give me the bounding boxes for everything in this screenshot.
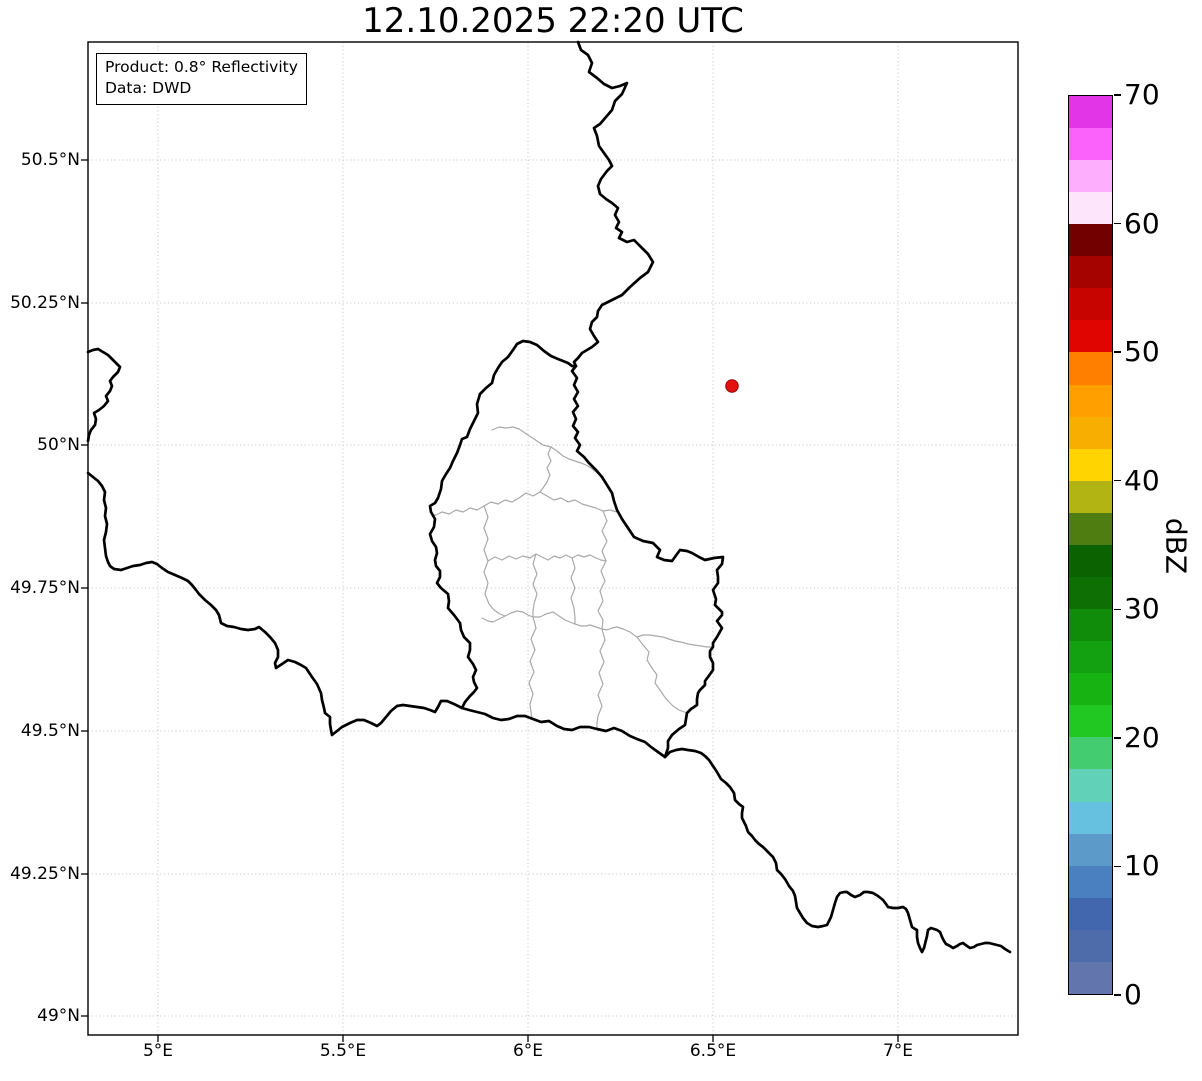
- colorbar-segment: [1069, 769, 1112, 802]
- colorbar-segment: [1069, 961, 1112, 994]
- colorbar-segment: [1069, 929, 1112, 962]
- colorbar-tick-label: 40: [1124, 463, 1160, 497]
- colorbar-segment: [1069, 384, 1112, 417]
- x-tick-label: 7°E: [882, 1041, 914, 1061]
- colorbar-segment: [1069, 512, 1112, 545]
- colorbar: [1068, 95, 1113, 995]
- colorbar-tick-label: 0: [1124, 978, 1142, 1011]
- colorbar-axis-label: dBZ: [1159, 517, 1193, 575]
- y-tick-label: 49.75°N: [10, 578, 80, 598]
- x-tick-label: 6°E: [512, 1041, 544, 1061]
- x-tick-label: 6.5°E: [689, 1041, 737, 1061]
- colorbar-segment: [1069, 737, 1112, 770]
- colorbar-tick: [1114, 222, 1121, 225]
- colorbar-segment: [1069, 897, 1112, 930]
- canton-border: [481, 610, 714, 648]
- plot-title: 12.10.2025 22:20 UTC: [362, 1, 744, 41]
- colorbar-tick: [1114, 94, 1121, 96]
- colorbar-segment: [1069, 865, 1112, 898]
- colorbar-segment: [1069, 833, 1112, 866]
- border-givet-salient: [86, 347, 122, 443]
- canton-border: [539, 491, 618, 513]
- canton-border: [532, 553, 538, 618]
- canton-border: [528, 616, 537, 720]
- canton-border: [636, 636, 688, 714]
- y-tick-label: 49°N: [37, 1006, 80, 1026]
- border-france-belgium: [86, 471, 464, 737]
- colorbar-tick-label: 50: [1124, 335, 1160, 369]
- colorbar-segment: [1069, 192, 1112, 225]
- border-belgium-germany: [572, 40, 655, 368]
- colorbar-segment: [1069, 95, 1112, 128]
- colorbar-tick-label: 20: [1124, 720, 1160, 754]
- colorbar-tick: [1114, 608, 1121, 610]
- border-luxembourg-outline: [428, 339, 725, 759]
- colorbar-segment: [1069, 705, 1112, 738]
- y-tick-label: 50.25°N: [10, 293, 80, 313]
- y-tick-label: 49.25°N: [10, 864, 80, 884]
- colorbar-tick-label: 30: [1124, 592, 1160, 626]
- data-source-line: Data: DWD: [105, 78, 192, 97]
- canton-border: [539, 446, 552, 493]
- y-tick-label: 49.5°N: [20, 721, 80, 741]
- colorbar-segment: [1069, 320, 1112, 353]
- colorbar-tick: [1114, 865, 1121, 868]
- x-tick-label: 5°E: [142, 1041, 174, 1061]
- colorbar-tick-label: 60: [1124, 206, 1160, 240]
- colorbar-segment: [1069, 480, 1112, 513]
- colorbar-tick: [1114, 737, 1121, 739]
- colorbar-segment: [1069, 256, 1112, 289]
- colorbar-segment: [1069, 641, 1112, 674]
- colorbar-segment: [1069, 448, 1112, 481]
- colorbar-segment: [1069, 127, 1112, 160]
- canton-border: [597, 510, 608, 630]
- product-line: Product: 0.8° Reflectivity: [105, 58, 298, 76]
- radar-location-marker: [725, 379, 739, 393]
- colorbar-segment: [1069, 159, 1112, 193]
- border-france-germany: [663, 747, 1012, 954]
- colorbar-segment: [1069, 288, 1112, 321]
- plot-frame: [87, 41, 1019, 1036]
- colorbar-tick: [1114, 351, 1121, 353]
- product-info-box: Product: 0.8° Reflectivity Data: DWD: [96, 53, 307, 105]
- colorbar-segment: [1069, 801, 1112, 834]
- colorbar-segment: [1069, 224, 1112, 257]
- colorbar-tick-label: 10: [1124, 849, 1160, 883]
- colorbar-tick-label: 70: [1124, 78, 1160, 111]
- colorbar-segment: [1069, 416, 1112, 449]
- x-tick-label: 5.5°E: [319, 1041, 367, 1061]
- colorbar-segment: [1069, 352, 1112, 385]
- colorbar-segment: [1069, 576, 1112, 610]
- colorbar-segment: [1069, 544, 1112, 577]
- canton-border: [487, 553, 607, 562]
- y-tick-label: 50.5°N: [20, 150, 80, 170]
- canton-border: [483, 505, 506, 617]
- colorbar-tick: [1114, 994, 1121, 996]
- canton-border: [570, 557, 576, 625]
- colorbar-segment: [1069, 673, 1112, 706]
- colorbar-tick: [1114, 480, 1121, 482]
- y-tick-label: 50°N: [37, 435, 80, 455]
- canton-border: [596, 628, 606, 730]
- colorbar-segment: [1069, 609, 1112, 642]
